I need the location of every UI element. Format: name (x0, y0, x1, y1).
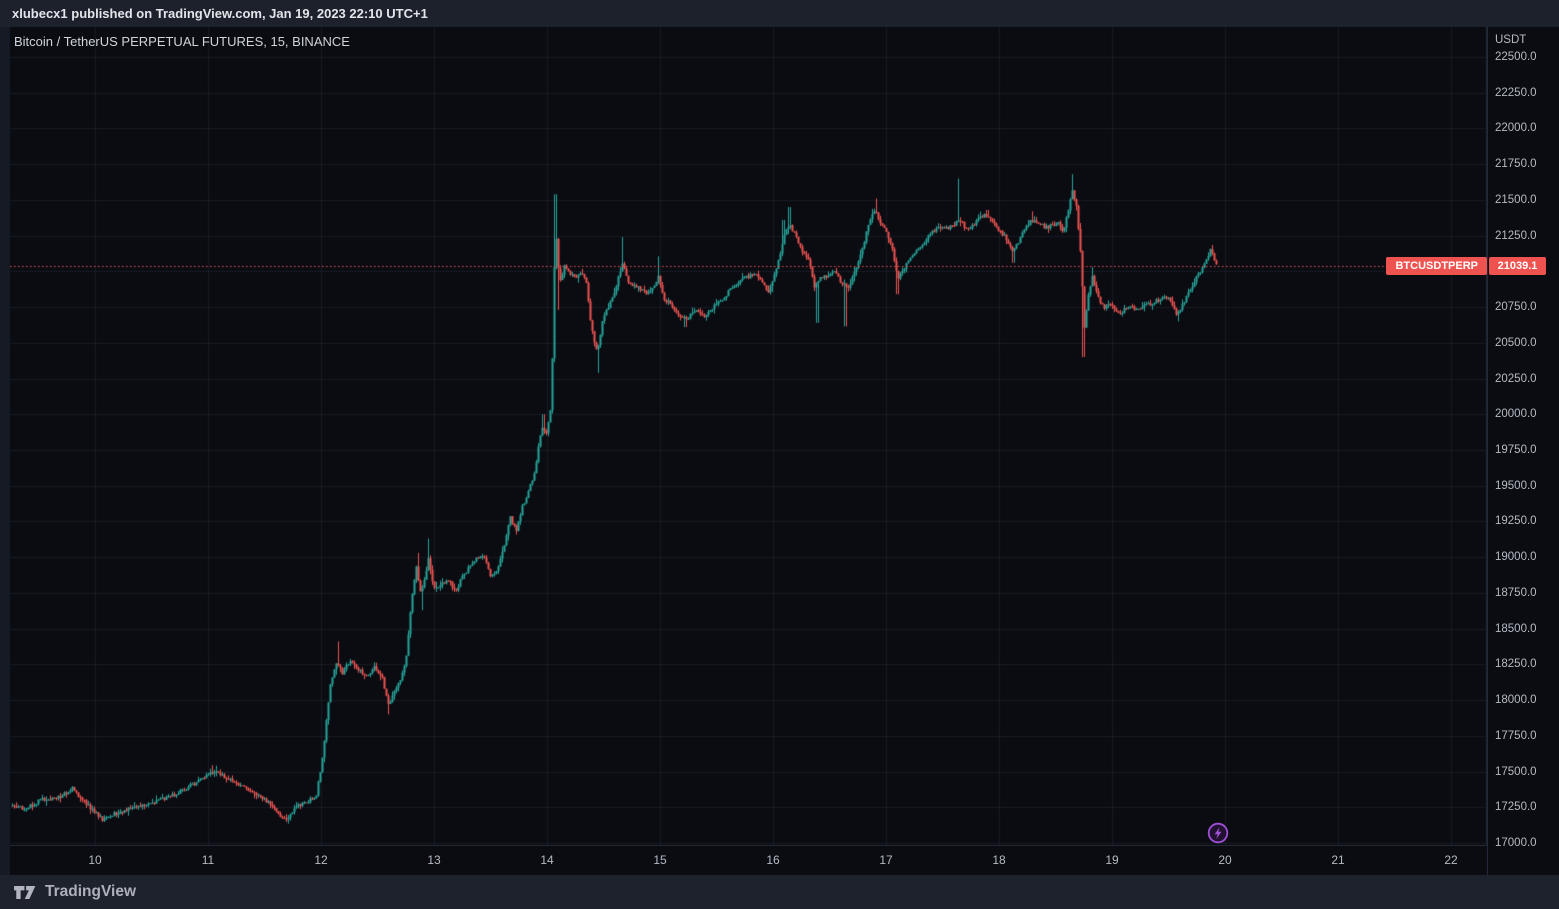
price-tick-label: 17500.0 (1495, 765, 1537, 778)
price-tick-label: 19000.0 (1495, 551, 1537, 564)
lightning-event-icon[interactable] (1207, 822, 1229, 844)
price-tick-label: 20750.0 (1495, 301, 1537, 314)
time-tick-label: 12 (314, 853, 328, 867)
footer-bar: TradingView (0, 875, 1559, 909)
time-tick-label: 10 (88, 853, 102, 867)
time-tick-label: 16 (766, 853, 780, 867)
chart-legend-title: Bitcoin / TetherUS PERPETUAL FUTURES, 15… (14, 34, 350, 49)
time-tick-label: 14 (540, 853, 554, 867)
time-tick-label: 15 (653, 853, 667, 867)
price-tick-label: 17250.0 (1495, 801, 1537, 814)
tradingview-wordmark[interactable]: TradingView (45, 883, 137, 900)
price-tick-label: 17000.0 (1495, 837, 1537, 849)
price-tick-label: 19500.0 (1495, 479, 1537, 492)
symbol-price-line-label: BTCUSDTPERP (1386, 256, 1487, 275)
price-tick-label: 18500.0 (1495, 622, 1537, 635)
tradingview-logo-icon[interactable] (13, 884, 37, 901)
price-tick-label: 19750.0 (1495, 444, 1537, 456)
time-tick-label: 13 (427, 853, 441, 867)
price-tick-label: 18000.0 (1495, 694, 1537, 707)
price-tick-label: 19250.0 (1495, 515, 1537, 528)
price-axis[interactable]: USDT 22500.0 22250.0 22000.0 21750.0 21500.0… (1487, 27, 1559, 875)
time-tick-label: 17 (879, 853, 893, 867)
lightning-bolt-icon (1207, 822, 1229, 844)
price-tick-label: 21500.0 (1495, 193, 1537, 206)
time-tick-label: 22 (1444, 853, 1458, 867)
time-tick-label: 20 (1218, 853, 1232, 867)
attribution-bar: xlubecx1 published on TradingView.com, J… (0, 0, 1559, 27)
time-axis[interactable]: 10 11 12 13 14 15 16 17 18 19 20 21 22 (10, 845, 1487, 875)
last-price-axis-label: 21039.1 (1489, 256, 1546, 275)
candlestick-chart-canvas[interactable] (0, 27, 1487, 845)
time-tick-label: 18 (992, 853, 1006, 867)
time-tick-label: 19 (1105, 853, 1119, 867)
price-axis-currency-label: USDT (1495, 34, 1527, 46)
price-tick-label: 20250.0 (1495, 372, 1537, 385)
price-tick-label: 18250.0 (1495, 658, 1537, 671)
price-tick-label: 22500.0 (1495, 51, 1537, 63)
time-tick-label: 11 (201, 853, 215, 867)
price-tick-label: 17750.0 (1495, 729, 1537, 742)
attribution-text: xlubecx1 published on TradingView.com, J… (12, 6, 428, 21)
price-tick-label: 21250.0 (1495, 229, 1537, 242)
price-tick-label: 22000.0 (1495, 122, 1537, 135)
price-tick-label: 22250.0 (1495, 86, 1537, 99)
price-tick-label: 21750.0 (1495, 158, 1537, 171)
time-tick-label: 21 (1331, 853, 1345, 867)
price-tick-label: 20500.0 (1495, 336, 1537, 349)
price-tick-label: 18750.0 (1495, 586, 1537, 599)
price-tick-label: 20000.0 (1495, 408, 1537, 421)
